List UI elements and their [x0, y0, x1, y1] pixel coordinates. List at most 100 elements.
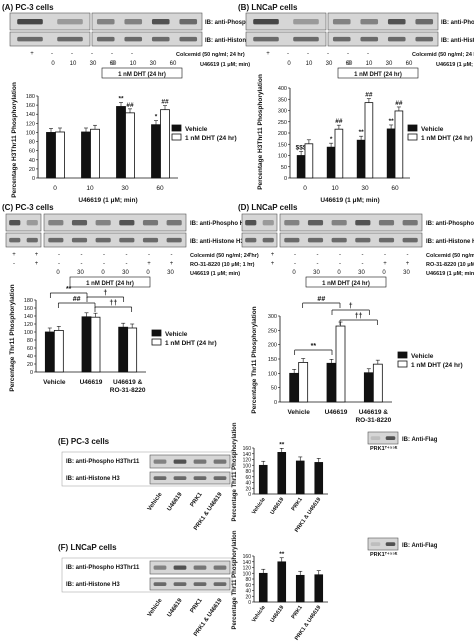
F-lane-label: U46619 — [167, 597, 184, 618]
blot-band — [173, 459, 187, 464]
blot-band — [193, 565, 207, 570]
E-blot-frame — [61, 451, 233, 487]
blot-band — [124, 18, 143, 25]
C-bracket-1-label: ** — [66, 286, 72, 293]
C-blot-histone-2 — [43, 232, 187, 248]
E-lane-label: U46619 — [167, 491, 184, 512]
D-chart-x-tick-label: U46619 & — [359, 409, 389, 416]
blot-band — [253, 18, 279, 25]
A-time-mark: 30 — [90, 61, 97, 67]
D-chart-x-tick-label: RO-31-8220 — [355, 417, 391, 424]
blot-band — [360, 18, 379, 25]
C-chart-y-tick-label: 140 — [24, 314, 33, 320]
C-chart-y-tick-label: 160 — [24, 306, 33, 312]
C-chart-bar — [127, 327, 138, 373]
C-ro-mark: + — [35, 261, 39, 267]
blot-band — [142, 219, 159, 226]
C-ib-phospho: IB: anti-Phospho H3Thr11 — [190, 221, 264, 227]
E-blot-flag — [367, 431, 399, 445]
B-chart-sig-mark: ** — [359, 129, 365, 136]
C-ro-mark: - — [81, 261, 83, 267]
A-time-mark: 60 — [170, 61, 177, 67]
blot-band — [173, 476, 187, 481]
C-chart-bar — [81, 316, 92, 373]
blot-band — [293, 36, 319, 42]
D-ro-mark: + — [383, 261, 387, 267]
B-colcemid-mark: - — [367, 51, 369, 57]
C-ro-mark: - — [13, 261, 15, 267]
C-blot-phospho-1 — [5, 213, 42, 232]
D-ro-label: RO-31-8220 (10 μM; 1 hr) — [426, 262, 474, 268]
E-chart-y-tick-label: 160 — [243, 446, 252, 452]
C-time-mark: 0 — [101, 270, 105, 276]
B-time-mark: 0 — [347, 61, 351, 67]
A-chart-y-tick-label: 80 — [29, 140, 35, 146]
B-time-mark: 30 — [386, 61, 393, 67]
A-chart-y-tick-label: 40 — [29, 158, 35, 164]
D-colcemid-mark: - — [407, 252, 409, 258]
D-time-mark: 30 — [313, 270, 320, 276]
B-chart-y-tick-label: 200 — [278, 131, 287, 137]
blot-band — [245, 237, 257, 243]
D-chart-legend-label: 1 nM DHT (24 hr) — [411, 362, 463, 369]
E-chart-bar — [277, 452, 287, 495]
blot-band — [262, 237, 274, 243]
D-chart-y-tick-label: 0 — [274, 400, 277, 406]
B-chart-y-tick-label: 250 — [278, 120, 287, 126]
C-chart-legend-swatch — [151, 338, 162, 346]
blot-band — [331, 237, 347, 243]
D-dht-label: 1 nM DHT (24 hr) — [322, 281, 370, 287]
E-chart-y-tick-label: 0 — [248, 492, 251, 498]
D-panel-title: (D) LNCaP cells — [238, 203, 298, 212]
E-chart-y-tick-label: 100 — [243, 463, 252, 469]
C-time-mark: 0 — [56, 270, 60, 276]
B-colcemid-mark: - — [307, 51, 309, 57]
blot-band — [213, 459, 227, 464]
C-chart-y-tick-label: 40 — [27, 354, 33, 360]
C-chart-x-tick-label: U46619 — [80, 379, 103, 386]
A-chart-bar — [81, 131, 91, 179]
C-colcemid-mark: - — [171, 252, 173, 258]
C-chart-legend-label: 1 nM DHT (24 hr) — [165, 340, 217, 347]
F-chart-y-tick-label: 120 — [243, 566, 252, 572]
A-time-mark: 60 — [110, 61, 117, 67]
F-flag-tag: PRK1ᵀ⁴⁵⁵ᴱ — [370, 551, 398, 558]
C-chart-y-tick-label: 180 — [24, 298, 33, 304]
C-colcemid-mark: - — [81, 252, 83, 258]
C-chart-legend-swatch — [151, 329, 162, 337]
blot-band — [378, 237, 395, 243]
B-ib-phospho: IB: anti-Phospho H3Thr11 — [441, 20, 474, 26]
blot-band — [402, 237, 418, 243]
D-chart-y-tick-label: 50 — [271, 386, 277, 392]
A-colcemid-mark: - — [71, 51, 73, 57]
C-time-mark: 30 — [122, 270, 129, 276]
F-chart-bar — [277, 561, 287, 603]
F-chart-y-tick-label: 80 — [245, 577, 251, 583]
D-u46619-label: U46619 (1 μM; min) — [426, 271, 474, 277]
D-bracket-3-label: † — [349, 303, 353, 310]
A-u46619-label: U46619 (1 μM; min) — [200, 62, 250, 68]
C-chart-y-tick-label: 0 — [30, 370, 33, 376]
B-chart-bar — [356, 139, 366, 179]
A-chart-legend-swatch — [171, 124, 182, 132]
B-chart-sig-mark: * — [330, 136, 333, 143]
D-bracket-2-label: ## — [317, 296, 325, 303]
blot-band — [9, 219, 21, 226]
blot-band — [26, 219, 38, 226]
A-chart-y-tick-label: 60 — [29, 149, 35, 155]
F-blot-phospho — [149, 560, 231, 575]
C-chart-y-tick-label: 20 — [27, 362, 33, 368]
C-colcemid-mark: - — [148, 252, 150, 258]
blot-band — [284, 237, 300, 243]
blot-band — [213, 582, 227, 587]
A-chart-x-tick-label: 30 — [121, 185, 129, 192]
A-chart-x-tick-label: 60 — [156, 185, 164, 192]
blot-band — [332, 18, 351, 25]
B-colcemid-mark: - — [287, 51, 289, 57]
D-blot-histone-1 — [241, 232, 278, 248]
D-ro-mark: - — [339, 261, 341, 267]
blot-band — [166, 237, 182, 243]
D-chart-legend-swatch — [397, 360, 408, 368]
B-chart-y-tick-label: 50 — [281, 165, 287, 171]
